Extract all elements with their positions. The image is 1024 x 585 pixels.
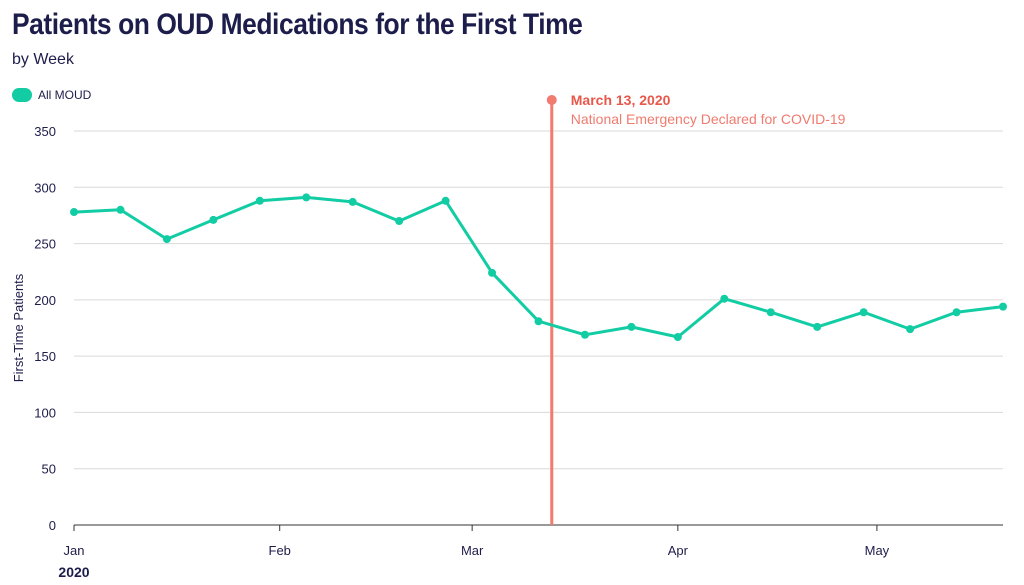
data-point	[952, 308, 961, 317]
y-tick-label: 100	[34, 405, 56, 420]
data-point	[720, 294, 729, 303]
y-tick-label: 50	[42, 462, 56, 477]
data-point	[627, 322, 636, 331]
data-point	[534, 317, 543, 326]
y-tick-label: 200	[34, 293, 56, 308]
data-point	[580, 330, 589, 339]
data-point	[162, 235, 171, 244]
x-tick-label: May	[865, 543, 890, 558]
data-point	[302, 193, 311, 202]
data-point	[766, 308, 775, 317]
chart-subtitle: by Week	[12, 51, 74, 68]
legend-swatch	[12, 88, 32, 102]
data-point	[441, 196, 450, 205]
y-tick-label: 150	[34, 349, 56, 364]
y-axis-label: First-Time Patients	[11, 273, 26, 382]
legend-label: All MOUD	[38, 88, 92, 102]
x-tick-label: Apr	[668, 543, 689, 558]
year-label: 2020	[58, 564, 89, 580]
data-point	[813, 322, 822, 331]
y-tick-label: 350	[34, 124, 56, 139]
data-point	[859, 308, 868, 317]
y-tick-label: 0	[49, 518, 56, 533]
legend: All MOUD	[12, 88, 91, 102]
annotation-text: National Emergency Declared for COVID-19	[571, 111, 846, 127]
data-point	[70, 208, 78, 217]
data-point	[488, 268, 497, 277]
x-tick-label: Mar	[461, 543, 484, 558]
data-point	[673, 333, 682, 342]
data-point	[395, 217, 404, 226]
data-point	[348, 197, 357, 206]
annotation-marker	[546, 95, 557, 105]
y-tick-label: 250	[34, 237, 56, 252]
data-point	[116, 205, 125, 214]
data-point	[209, 215, 218, 224]
y-tick-label: 300	[34, 180, 56, 195]
x-tick-label: Feb	[269, 543, 291, 558]
annotation-date: March 13, 2020	[571, 92, 671, 108]
chart-title: Patients on OUD Medications for the Firs…	[12, 8, 583, 41]
data-point	[906, 325, 915, 334]
data-point	[999, 302, 1007, 311]
data-point	[255, 196, 264, 205]
x-tick-label: Jan	[64, 543, 85, 558]
